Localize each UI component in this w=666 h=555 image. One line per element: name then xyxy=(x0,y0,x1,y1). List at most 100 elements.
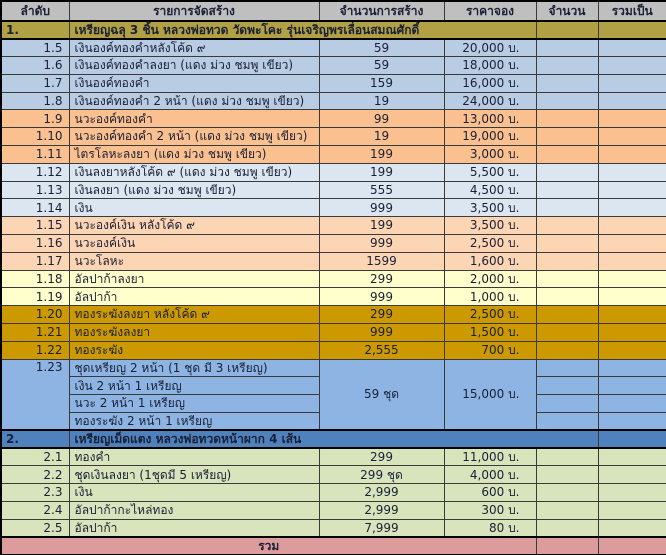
amount-cell xyxy=(535,394,599,414)
total-cell xyxy=(597,483,666,503)
order-cell: 1.21 xyxy=(0,323,70,342)
amount-cell xyxy=(535,251,599,271)
order-cell: 1.10 xyxy=(0,127,70,147)
item-row: 1.9 นวะองค์ทองคำ 99 13,000 บ. xyxy=(0,109,666,129)
price-cell: 4,500 บ. xyxy=(443,180,537,200)
item-name-cell: ทองระฆัง xyxy=(68,340,320,360)
item-name-cell: เงินลงยา (แดง ม่วง ชมพู เขียว) xyxy=(68,180,320,200)
made-qty-cell: 1599 xyxy=(318,251,445,271)
col-header-price: ราคาจอง xyxy=(443,0,537,22)
item-row: 1.18 อัลปาก้าลงยา 299 2,000 บ. xyxy=(0,269,666,289)
item-name-cell: นวะองค์เงิน หลังโค้ด ๙ xyxy=(68,216,320,236)
amount-cell xyxy=(535,305,599,325)
item-row: 1.17 นวะโลหะ 1599 1,600 บ. xyxy=(0,251,666,271)
item-name-cell: อัลปาก้า xyxy=(68,287,320,307)
made-qty-cell: 19 xyxy=(318,127,445,147)
section-1-title: เหรียญฉลุ 3 ชิ้น หลวงพ่อทวด วัดพะโคะ รุ่… xyxy=(68,20,537,40)
item-name-cell: นวะองค์ทองคำ xyxy=(68,109,320,129)
section-2-title: เหรียญเม็ดแตง หลวงพ่อทวดหน้าผาก 4 เส้น xyxy=(68,429,599,450)
col-header-item: รายการจัดสร้าง xyxy=(68,0,320,22)
item-name-cell: ไตรโลหะลงยา (แดง ม่วง ชมพู เขียว) xyxy=(68,145,320,164)
item-name-cell: เงินองค์ทองคำ 2 หน้า (แดง ม่วง ชมพู เขีย… xyxy=(68,91,320,111)
item-name-cell: เงินองค์ทองคำหลังโค้ด ๙ xyxy=(68,38,320,58)
amount-cell xyxy=(535,501,599,520)
amount-cell xyxy=(535,287,599,307)
price-cell: 11,000 บ. xyxy=(443,447,537,467)
set-item-row: 1.23 ชุดเหรียญ 2 หน้า (1 ชุด มี 3 เหรียญ… xyxy=(0,358,666,431)
order-cell: 2.1 xyxy=(0,447,70,467)
section-2-header-row: 2. เหรียญเม็ดแตง หลวงพ่อทวดหน้าผาก 4 เส้… xyxy=(0,429,666,450)
order-cell: 2.5 xyxy=(0,518,70,538)
header-row: ลำดับ รายการจัดสร้าง จำนวนการสร้าง ราคาจ… xyxy=(0,0,666,22)
order-cell: 1.11 xyxy=(0,145,70,164)
item-name-cell: เงินลงยาหลังโค้ด ๙ (แดง ม่วง ชมพู เขียว) xyxy=(68,162,320,182)
set-subitem-row: ทองระฆัง 2 หน้า 1 เหรียญ xyxy=(1,412,666,431)
total-cell xyxy=(597,73,666,93)
item-row: 1.5 เงินองค์ทองคำหลังโค้ด ๙ 59 20,000 บ. xyxy=(0,38,666,58)
made-qty-cell: 999 xyxy=(318,287,445,307)
item-row: 1.8 เงินองค์ทองคำ 2 หน้า (แดง ม่วง ชมพู … xyxy=(0,91,666,111)
amount-cell xyxy=(535,340,599,360)
summary-row: รวม xyxy=(0,536,666,555)
total-cell xyxy=(597,429,666,450)
item-name-cell: นวะองค์ทองคำ 2 หน้า (แดง ม่วง ชมพู เขียว… xyxy=(68,127,320,147)
item-row: 1.14 เงิน 999 3,500 บ. xyxy=(0,198,666,218)
made-qty-cell: 299 xyxy=(318,305,445,325)
item-row: 1.11 ไตรโลหะลงยา (แดง ม่วง ชมพู เขียว) 1… xyxy=(0,145,666,164)
price-cell: 1,600 บ. xyxy=(443,251,537,271)
total-cell xyxy=(597,251,666,271)
made-qty-cell: 199 xyxy=(318,216,445,236)
order-cell: 2.4 xyxy=(0,501,70,520)
item-name-cell: นวะโลหะ xyxy=(68,251,320,271)
item-row: 1.15 นวะองค์เงิน หลังโค้ด ๙ 199 3,500 บ. xyxy=(0,216,666,236)
price-cell: 4,000 บ. xyxy=(443,465,537,485)
total-cell xyxy=(597,518,666,538)
order-cell: 1.19 xyxy=(0,287,70,307)
total-cell xyxy=(597,234,666,253)
price-cell: 1,500 บ. xyxy=(443,323,537,342)
item-name-cell: อัลปาก้าลงยา xyxy=(68,269,320,289)
section-1-number: 1. xyxy=(0,20,70,40)
made-qty-cell: 999 xyxy=(318,234,445,253)
made-qty-cell: 19 xyxy=(318,91,445,111)
amount-cell xyxy=(535,465,599,485)
total-cell xyxy=(597,180,666,200)
order-cell: 1.20 xyxy=(0,305,70,325)
item-row: 2.4 อัลปาก้ากะไหล่ทอง 2,999 300 บ. xyxy=(0,501,666,520)
made-qty-cell: 999 xyxy=(318,198,445,218)
order-cell: 1.8 xyxy=(0,91,70,111)
item-name-cell: ทองคำ xyxy=(68,447,320,467)
made-qty-cell: 7,999 xyxy=(318,518,445,538)
order-cell: 1.17 xyxy=(0,251,70,271)
total-cell xyxy=(597,501,666,520)
made-qty-cell: 299 ชุด xyxy=(318,465,445,485)
order-cell: 1.22 xyxy=(0,340,70,360)
price-cell: 2,000 บ. xyxy=(443,269,537,289)
total-cell xyxy=(597,305,666,325)
price-cell: 24,000 บ. xyxy=(443,91,537,111)
amount-cell xyxy=(535,162,599,182)
amount-cell xyxy=(535,38,599,58)
order-cell: 1.15 xyxy=(0,216,70,236)
total-cell xyxy=(597,412,666,431)
total-cell xyxy=(597,38,666,58)
order-cell: 1.14 xyxy=(0,198,70,218)
item-row: 1.22 ทองระฆัง 2,555 700 บ. xyxy=(0,340,666,360)
price-cell: 18,000 บ. xyxy=(443,56,537,75)
made-qty-cell: 2,555 xyxy=(318,340,445,360)
amount-cell xyxy=(535,198,599,218)
item-name-cell: อัลปาก้ากะไหล่ทอง xyxy=(68,501,320,520)
total-cell xyxy=(597,447,666,467)
order-cell: 1.16 xyxy=(0,234,70,253)
price-cell: 3,000 บ. xyxy=(443,145,537,164)
total-cell xyxy=(597,56,666,75)
item-row: 1.6 เงินองค์ทองคำลงยา (แดง ม่วง ชมพู เขี… xyxy=(0,56,666,75)
item-name-cell: เงินองค์ทองคำ xyxy=(68,73,320,93)
amount-cell xyxy=(535,20,599,40)
order-cell: 2.2 xyxy=(0,465,70,485)
total-cell xyxy=(597,394,666,414)
item-name-cell: ชุดเงินลงยา (1ชุดมี 5 เหรียญ) xyxy=(68,465,320,485)
item-name-cell: เงินองค์ทองคำลงยา (แดง ม่วง ชมพู เขียว) xyxy=(68,56,320,75)
amount-cell xyxy=(535,323,599,342)
